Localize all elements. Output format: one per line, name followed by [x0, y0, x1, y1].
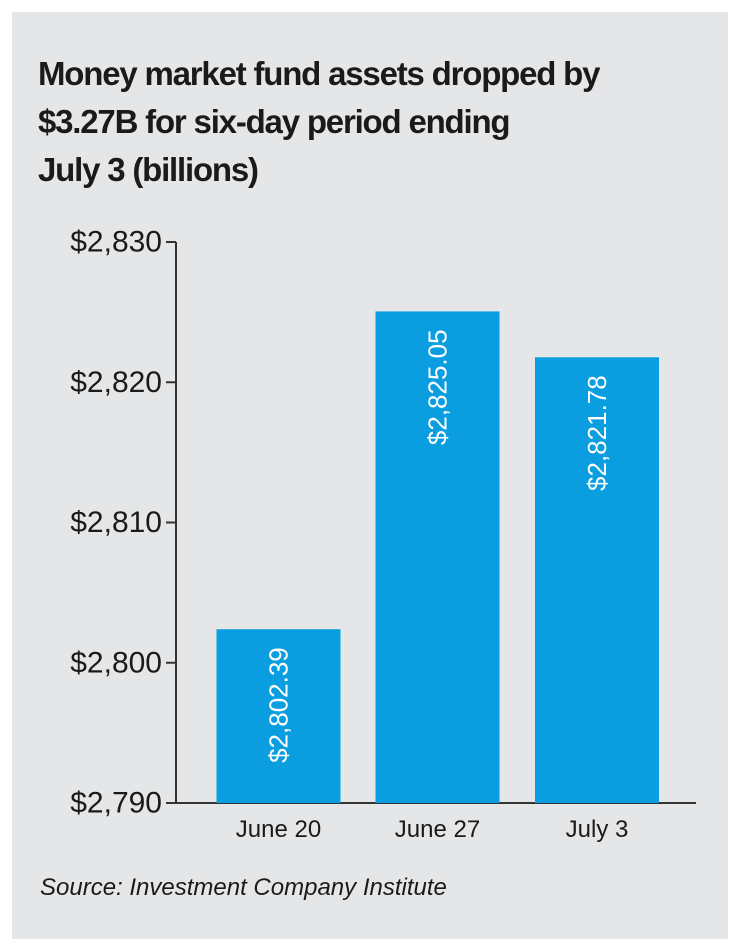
y-tick-label-4: $2,820 — [70, 366, 162, 399]
chart-title: Money market fund assets dropped by $3.2… — [38, 50, 698, 194]
x-axis-labels: June 20 June 27 July 3 — [236, 816, 629, 843]
chart-title-line-2: $3.27B for six-day period ending — [38, 103, 511, 140]
y-tick-label-2: $2,800 — [70, 646, 162, 679]
bar-1 — [216, 629, 341, 803]
x-tick-label-1: June 20 — [236, 816, 321, 843]
bar-value-label-1: $2,802.39 — [264, 647, 294, 763]
bar-2 — [375, 311, 500, 803]
bars: $2,802.39 $2,825.05 $2,821.78 — [216, 311, 659, 803]
source-note: Source: Investment Company Institute — [40, 874, 447, 901]
y-tick-label-1: $2,790 — [70, 787, 162, 820]
x-tick-label-3: July 3 — [566, 816, 629, 843]
x-tick-label-2: June 27 — [395, 816, 480, 843]
y-tick-label-5: $2,830 — [70, 226, 162, 259]
bar-value-label-2: $2,825.05 — [423, 329, 453, 445]
chart-title-line-3: July 3 (billions) — [38, 151, 259, 188]
chart-title-line-1: Money market fund assets dropped by — [38, 55, 601, 92]
y-tick-label-3: $2,810 — [70, 506, 162, 539]
bar-3 — [535, 357, 659, 803]
bar-value-label-3: $2,821.78 — [582, 375, 612, 491]
